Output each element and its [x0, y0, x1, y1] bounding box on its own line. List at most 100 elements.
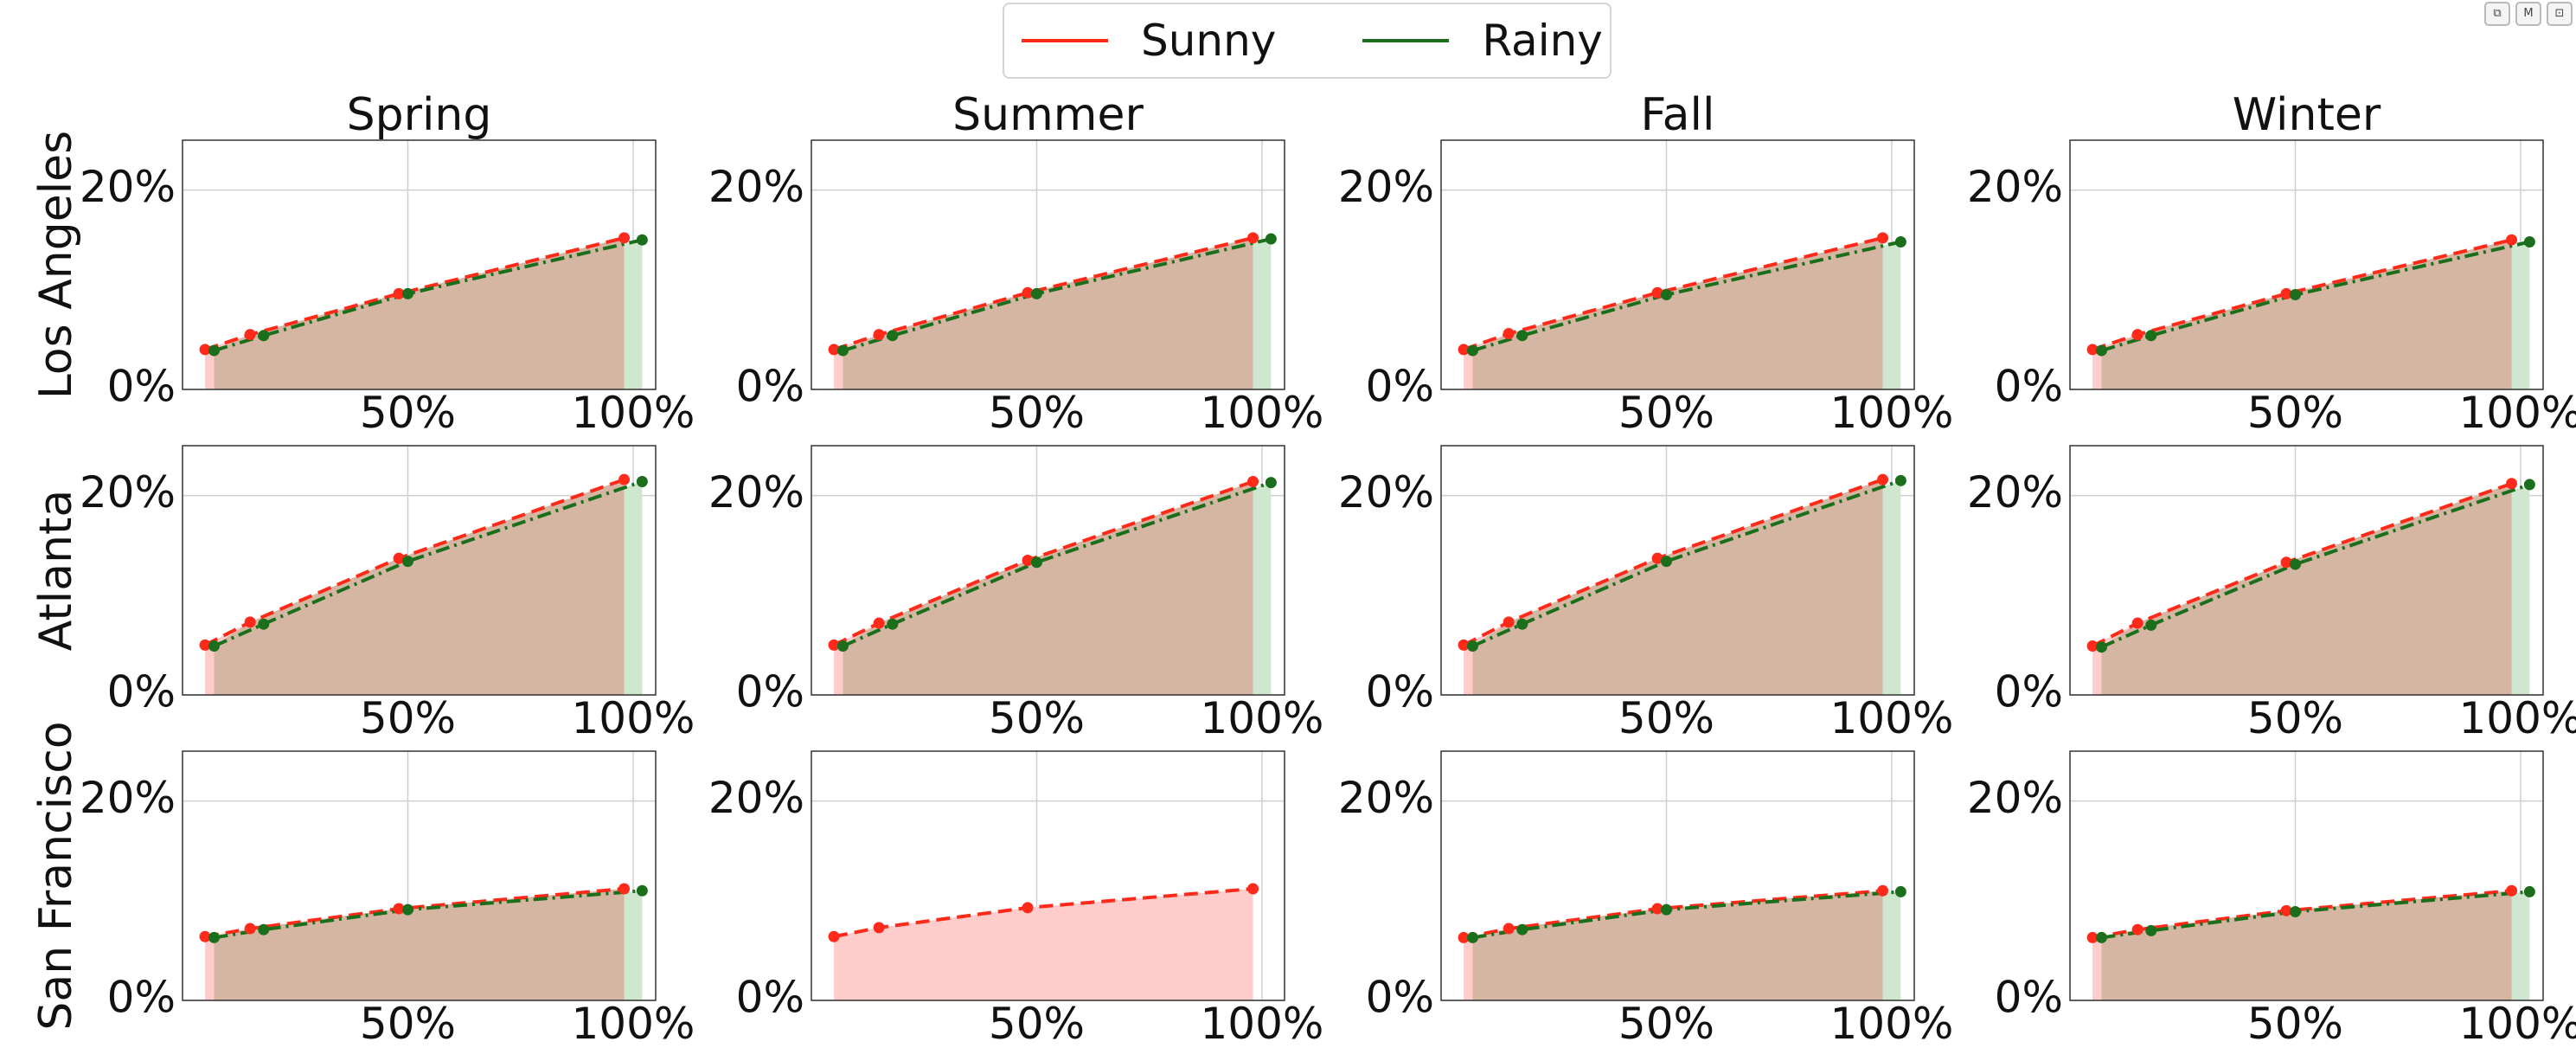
- point-sunny: [1651, 552, 1663, 564]
- y-tick-label: 0%: [736, 973, 804, 1023]
- point-sunny: [618, 473, 631, 485]
- row-label: Atlanta: [30, 490, 82, 652]
- y-tick-label: 0%: [1366, 973, 1434, 1023]
- point-sunny: [873, 922, 885, 934]
- y-tick-label: 0%: [736, 362, 804, 412]
- line-sunny: [204, 235, 625, 351]
- column-title: Spring: [347, 89, 492, 141]
- point-sunny: [618, 232, 631, 244]
- point-sunny: [1458, 639, 1470, 651]
- area-overlap: [2101, 240, 2512, 389]
- line-rainy: [1471, 240, 1901, 352]
- area-overlap: [214, 888, 625, 1000]
- plot-frame: [811, 139, 1285, 390]
- y-tick-label: 0%: [107, 362, 176, 412]
- line-sunny: [2092, 889, 2512, 940]
- point-rainy: [208, 931, 220, 943]
- point-rainy: [401, 287, 413, 299]
- x-tick-label: 100%: [1200, 999, 1323, 1048]
- line-sunny: [1463, 478, 1884, 647]
- y-tick-label: 0%: [1995, 973, 2063, 1023]
- y-tick-label: 20%: [1967, 467, 2063, 518]
- panel-san-francisco-spring: 0% 20% 50% 100% San Francisco: [30, 721, 695, 1048]
- column-title: Summer: [952, 89, 1144, 141]
- point-rainy: [1894, 236, 1906, 248]
- point-rainy: [2289, 558, 2301, 570]
- point-sunny: [1877, 884, 1889, 897]
- point-sunny: [1503, 923, 1515, 935]
- legend-line-rainy: [1362, 39, 1450, 42]
- point-rainy: [836, 640, 849, 653]
- point-sunny: [1022, 554, 1034, 566]
- point-sunny: [2280, 556, 2292, 569]
- area-overlap: [2101, 890, 2512, 1000]
- point-sunny: [2131, 617, 2143, 629]
- y-tick-label: 0%: [1995, 362, 2063, 412]
- point-sunny: [828, 930, 840, 942]
- line-sunny: [833, 235, 1254, 351]
- point-sunny: [1651, 903, 1663, 915]
- y-tick-label: 20%: [708, 467, 804, 518]
- point-rainy: [1660, 289, 1672, 301]
- line-rainy: [2100, 483, 2531, 649]
- point-sunny: [199, 930, 211, 942]
- y-tick-label: 20%: [1967, 162, 2063, 212]
- point-rainy: [2145, 619, 2157, 631]
- line-sunny: [1463, 889, 1883, 940]
- y-tick-label: 20%: [80, 773, 176, 823]
- expand-icon[interactable]: ⊡: [2547, 2, 2573, 26]
- point-sunny: [2280, 904, 2292, 916]
- x-tick-label: 50%: [2247, 388, 2343, 438]
- line-sunny: [833, 479, 1254, 647]
- point-rainy: [636, 234, 648, 246]
- panel-atlanta-spring: 0% 20% 50% 100% Atlanta: [30, 445, 695, 743]
- line-rainy: [213, 238, 643, 352]
- plot-frame: [1440, 750, 1915, 1001]
- y-tick-label: 20%: [708, 773, 804, 823]
- row-label: San Francisco: [30, 721, 82, 1030]
- panel-atlanta-summer: 0% 20% 50% 100%: [708, 445, 1323, 743]
- x-tick-label: 100%: [2458, 999, 2576, 1048]
- plot-frame: [811, 750, 1285, 1001]
- legend-label-sunny: Sunny: [1141, 16, 1277, 66]
- line-rainy: [1471, 479, 1902, 648]
- line-rainy: [2100, 240, 2530, 352]
- y-tick-label: 0%: [1995, 667, 2063, 717]
- point-sunny: [618, 883, 631, 895]
- plot-frame: [2069, 139, 2544, 390]
- area-overlap: [1472, 237, 1883, 389]
- point-sunny: [393, 287, 405, 299]
- plot-frame: [1440, 445, 1915, 696]
- point-rainy: [2523, 479, 2535, 491]
- point-rainy: [887, 330, 899, 342]
- point-rainy: [1265, 477, 1277, 489]
- point-sunny: [393, 552, 405, 564]
- markdown-icon[interactable]: M: [2515, 2, 2541, 26]
- area-overlap: [214, 237, 625, 389]
- point-sunny: [2086, 931, 2099, 943]
- column-title: Fall: [1641, 89, 1715, 141]
- y-tick-label: 20%: [1338, 773, 1434, 823]
- area-overlap: [214, 479, 625, 695]
- legend-line-sunny: [1022, 39, 1108, 42]
- point-rainy: [1466, 640, 1478, 653]
- point-sunny: [2506, 234, 2518, 246]
- y-tick-label: 0%: [1366, 362, 1434, 412]
- row-label: Los Angeles: [30, 131, 82, 400]
- point-rainy: [258, 618, 270, 630]
- legend-item-rainy: Rainy: [1362, 16, 1603, 66]
- point-rainy: [1466, 344, 1478, 357]
- point-sunny: [873, 329, 885, 341]
- line-rainy: [842, 237, 1272, 352]
- point-sunny: [1247, 475, 1259, 487]
- point-sunny: [199, 639, 211, 651]
- y-tick-label: 0%: [1366, 667, 1434, 717]
- panel-san-francisco-summer: 0% 20% 50% 100%: [708, 750, 1323, 1048]
- point-rainy: [1466, 931, 1478, 943]
- line-sunny: [833, 886, 1253, 939]
- point-rainy: [258, 330, 270, 342]
- plot-frame: [182, 750, 657, 1001]
- area-overlap: [1472, 890, 1883, 1000]
- copy-icon[interactable]: ⧉: [2484, 2, 2510, 26]
- point-sunny: [1247, 232, 1259, 244]
